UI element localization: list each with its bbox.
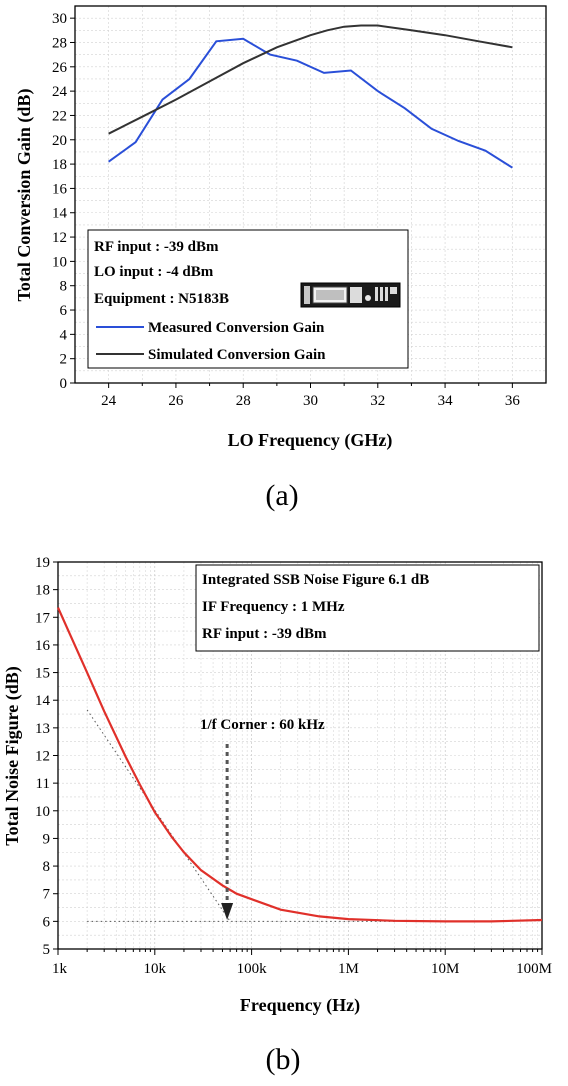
info-lo-input: LO input : -4 dBm bbox=[94, 264, 214, 280]
y-tick-label: 8 bbox=[43, 859, 51, 875]
legend-label-simulated: Simulated Conversion Gain bbox=[148, 347, 326, 363]
y-tick-label: 7 bbox=[43, 887, 51, 903]
arrow-head bbox=[221, 903, 234, 920]
corner-annotation: 1/f Corner : 60 kHz bbox=[200, 717, 325, 733]
x-tick-label: 34 bbox=[438, 393, 454, 409]
x-tick-label: 1M bbox=[338, 961, 359, 977]
y-tick-label: 5 bbox=[43, 942, 51, 958]
info-if-frequency: IF Frequency : 1 MHz bbox=[202, 599, 345, 615]
axis-ticks: 24 26 28 30 32 34 3602468101214161820222426283… bbox=[52, 11, 520, 409]
y-tick-label: 16 bbox=[35, 638, 51, 654]
axis-ticks: 1k 10k 100k 1M 10M 100M 5 6 7 8 9 10 11 12 13 14 15 16 17 1… bbox=[35, 555, 552, 977]
signal-generator-icon bbox=[300, 282, 401, 308]
y-tick-label: 24 bbox=[52, 84, 68, 100]
corner-arrow bbox=[221, 744, 234, 920]
x-tick-label: 24 bbox=[101, 393, 117, 409]
x-tick-label: 26 bbox=[168, 393, 184, 409]
y-tick-label: 4 bbox=[60, 327, 68, 343]
panel-label-b: (b) bbox=[266, 1043, 301, 1076]
info-rf-input: RF input : -39 dBm bbox=[94, 239, 219, 255]
series-lines bbox=[108, 24, 513, 169]
y-tick-label: 14 bbox=[52, 206, 68, 222]
series-lines bbox=[56, 607, 543, 923]
measured-gain-line bbox=[108, 37, 513, 169]
y-tick-label: 13 bbox=[35, 721, 50, 737]
flicker-asymptote bbox=[86, 709, 231, 922]
asymptote-lines bbox=[86, 709, 395, 922]
conversion-gain-chart: 24 26 28 30 32 34 3602468101214161820222426283… bbox=[14, 5, 547, 512]
y-tick-label: 12 bbox=[35, 749, 50, 765]
y-tick-label: 15 bbox=[35, 666, 50, 682]
noise-figure-line bbox=[56, 607, 543, 923]
x-tick-label: 10M bbox=[431, 961, 459, 977]
y-tick-label: 28 bbox=[52, 35, 67, 51]
x-tick-label: 100M bbox=[516, 961, 552, 977]
x-tick-label: 36 bbox=[505, 393, 521, 409]
info-rf-input: RF input : -39 dBm bbox=[202, 626, 327, 642]
y-tick-label: 12 bbox=[52, 230, 67, 246]
x-tick-label: 10k bbox=[144, 961, 167, 977]
y-tick-label: 9 bbox=[43, 831, 51, 847]
legend-box: RF input : -39 dBm LO input : -4 dBm Equ… bbox=[87, 229, 409, 369]
y-tick-label: 6 bbox=[60, 303, 68, 319]
y-tick-label: 30 bbox=[52, 11, 67, 27]
y-axis-label: Total Noise Figure (dB) bbox=[2, 666, 23, 846]
y-tick-label: 8 bbox=[60, 279, 68, 295]
y-tick-label: 20 bbox=[52, 133, 67, 149]
y-tick-label: 18 bbox=[35, 583, 50, 599]
y-tick-label: 17 bbox=[35, 610, 51, 626]
y-tick-label: 10 bbox=[35, 804, 50, 820]
y-tick-label: 10 bbox=[52, 254, 67, 270]
noise-figure-chart: 1k 10k 100k 1M 10M 100M 5 6 7 8 9 10 11 12 13 14 15 16 17 1… bbox=[2, 555, 552, 1076]
simulated-gain-line bbox=[108, 24, 513, 135]
y-tick-label: 19 bbox=[35, 555, 50, 571]
y-tick-label: 6 bbox=[43, 914, 51, 930]
x-tick-label: 30 bbox=[303, 393, 318, 409]
x-tick-label: 28 bbox=[236, 393, 251, 409]
x-tick-label: 32 bbox=[370, 393, 385, 409]
y-tick-label: 14 bbox=[35, 693, 51, 709]
y-axis-label: Total Conversion Gain (dB) bbox=[14, 89, 35, 302]
x-axis-label: LO Frequency (GHz) bbox=[228, 430, 393, 451]
legend-label-measured: Measured Conversion Gain bbox=[148, 320, 325, 336]
x-axis-label: Frequency (Hz) bbox=[240, 995, 360, 1016]
info-box: Integrated SSB Noise Figure 6.1 dB IF Fr… bbox=[195, 564, 540, 652]
info-integrated-nf: Integrated SSB Noise Figure 6.1 dB bbox=[202, 572, 429, 588]
y-tick-label: 11 bbox=[36, 776, 50, 792]
info-equipment: Equipment : N5183B bbox=[94, 291, 229, 307]
grid bbox=[74, 5, 547, 383]
x-tick-label: 1k bbox=[52, 961, 68, 977]
y-tick-label: 0 bbox=[60, 376, 68, 392]
y-tick-label: 16 bbox=[52, 181, 68, 197]
panel-label-a: (a) bbox=[265, 479, 298, 512]
y-tick-label: 18 bbox=[52, 157, 67, 173]
x-tick-label: 100k bbox=[237, 961, 268, 977]
info-frame bbox=[195, 564, 540, 652]
y-tick-label: 2 bbox=[60, 352, 68, 368]
y-tick-label: 26 bbox=[52, 60, 68, 76]
y-tick-label: 22 bbox=[52, 108, 67, 124]
